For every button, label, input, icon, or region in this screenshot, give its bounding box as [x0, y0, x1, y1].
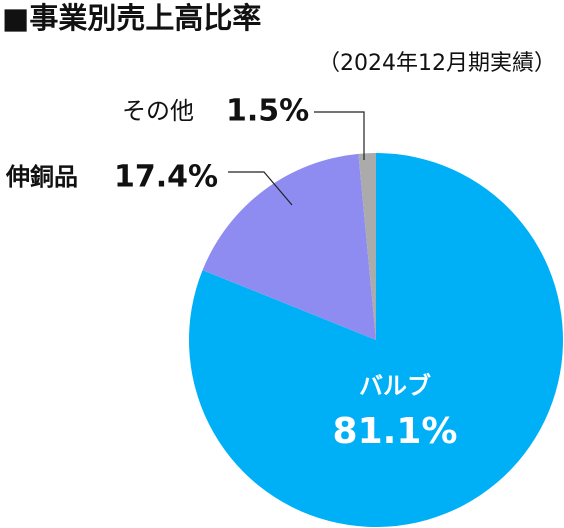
- slice-label: 伸銅品: [5, 163, 78, 191]
- chart-subtitle: （2024年12月期実績）: [318, 51, 556, 76]
- value-label: 1.5%: [226, 94, 309, 129]
- slice-label: バルブ: [359, 372, 431, 400]
- slice-label: その他: [122, 97, 194, 125]
- leader-line: [228, 171, 293, 206]
- leader-line: [314, 111, 365, 160]
- chart-title: ■事業別売上高比率: [2, 1, 261, 35]
- pie-slice: [202, 153, 376, 340]
- value-label: 81.1%: [333, 411, 458, 452]
- pie-slice: [358, 153, 376, 340]
- value-label: 17.4%: [114, 160, 218, 195]
